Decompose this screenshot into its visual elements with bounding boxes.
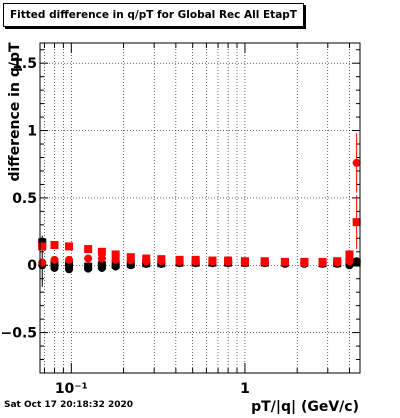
data-point-square [352, 258, 361, 267]
timestamp: Sat Oct 17 20:18:32 2020 [4, 400, 134, 410]
y-tick-label: 0 [27, 258, 37, 274]
data-point-square [191, 255, 200, 264]
data-point-square [50, 241, 59, 250]
y-tick-label: 1.5 [12, 56, 37, 72]
y-tick-label: −0.5 [0, 326, 37, 342]
data-point-square [97, 247, 106, 256]
axis-labels: −0.5 0 0.5 1 1.5 10⁻¹ 1 [0, 56, 249, 397]
data-point-circle [50, 255, 59, 264]
data-point-circle [97, 254, 106, 263]
data-point-square [84, 245, 93, 254]
data-point-square [38, 242, 47, 251]
plot-frame [40, 43, 360, 373]
data-point-circle [352, 158, 361, 167]
data-point-square [50, 259, 59, 268]
y-tick-label: 1 [27, 124, 37, 140]
data-point-square [84, 262, 93, 271]
x-tick-label: 10⁻¹ [55, 381, 88, 397]
data-point-square [65, 242, 74, 251]
data-point-square [175, 255, 184, 264]
data-point-square [111, 260, 120, 269]
data-point-square [352, 218, 361, 227]
data-point-square [126, 253, 135, 262]
data-point-square [333, 257, 342, 266]
chart-title: Fitted difference in q/pT for Global Rec… [3, 3, 304, 27]
grid-lines [40, 43, 360, 373]
x-tick-label: 1 [240, 381, 250, 397]
x-axis-title: pT/|q| (GeV/c) [251, 399, 359, 414]
data-point-square [318, 257, 327, 266]
data-point-square [65, 261, 74, 270]
data-point-square [240, 257, 249, 266]
series-3 [38, 195, 361, 266]
data-point-square [208, 256, 217, 265]
data-point-square [260, 257, 269, 266]
data-point-circle [84, 254, 93, 263]
data-point-square [157, 255, 166, 264]
y-axis-title: difference in q/pT [7, 42, 23, 181]
data-point-circle [65, 255, 74, 264]
y-tick-label: 0.5 [12, 191, 37, 207]
data-point-square [224, 256, 233, 265]
data-point-square [345, 250, 354, 259]
data-point-square [111, 250, 120, 259]
data-point-square [280, 257, 289, 266]
data-point-square [97, 261, 106, 270]
data-point-square [142, 254, 151, 263]
data-point-square [300, 257, 309, 266]
data-point-circle [38, 258, 47, 267]
data-point-circle [345, 257, 354, 266]
plot-border [39, 42, 361, 374]
data-markers [38, 133, 361, 287]
